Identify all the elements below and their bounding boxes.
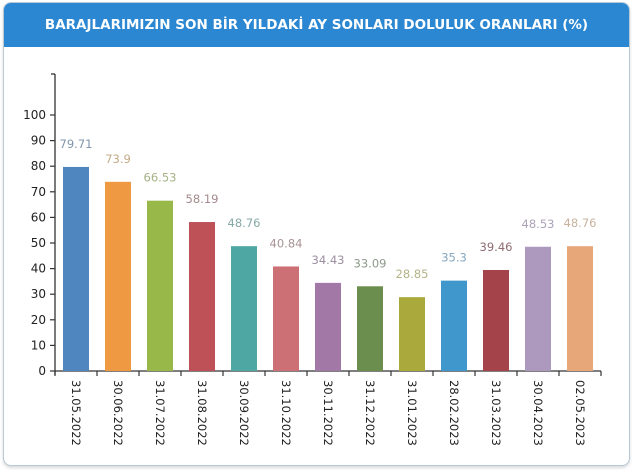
y-tick-label: 100: [23, 108, 46, 122]
bar: [357, 286, 383, 371]
y-tick-label: 10: [31, 338, 46, 352]
x-tick-label: 30.09.2022: [237, 380, 251, 446]
bar: [189, 222, 215, 371]
x-tick-label: 31.03.2023: [489, 380, 503, 446]
y-tick-label: 70: [31, 185, 46, 199]
data-label: 39.46: [480, 240, 513, 254]
bar: [567, 246, 593, 371]
chart-title: BARAJLARIMIZIN SON BİR YILDAKİ AY SONLAR…: [4, 3, 629, 47]
x-tick-label: 31.10.2022: [279, 380, 293, 446]
bar: [441, 280, 467, 371]
data-label: 48.76: [228, 216, 261, 230]
data-label: 33.09: [354, 256, 387, 270]
bar: [231, 246, 257, 371]
x-tick-label: 30.04.2023: [531, 380, 545, 446]
y-tick-label: 40: [31, 262, 46, 276]
y-tick-label: 50: [31, 236, 46, 250]
data-label: 28.85: [396, 267, 429, 281]
x-tick-label: 31.05.2022: [69, 380, 83, 446]
x-tick-label: 31.12.2022: [363, 380, 377, 446]
y-tick-label: 80: [31, 159, 46, 173]
data-label: 73.9: [105, 152, 131, 166]
data-label: 79.71: [60, 137, 93, 151]
bar: [105, 181, 131, 371]
bar: [273, 266, 299, 371]
y-tick-label: 60: [31, 210, 46, 224]
y-tick-label: 30: [31, 287, 46, 301]
data-label: 35.3: [441, 251, 467, 265]
data-label: 66.53: [144, 171, 177, 185]
x-tick-label: 31.01.2023: [405, 380, 419, 446]
y-tick-label: 20: [31, 313, 46, 327]
x-tick-label: 31.07.2022: [153, 380, 167, 446]
bar: [483, 269, 509, 371]
bar: [525, 246, 551, 371]
data-label: 58.19: [186, 192, 219, 206]
x-tick-label: 31.08.2022: [195, 380, 209, 446]
bar: [315, 282, 341, 371]
data-label: 48.53: [522, 217, 555, 231]
data-label: 48.76: [564, 216, 597, 230]
x-tick-label: 30.06.2022: [111, 380, 125, 446]
bar: [63, 166, 89, 371]
bar: [147, 200, 173, 371]
x-tick-label: 28.02.2023: [447, 380, 461, 446]
y-tick-label: 0: [38, 364, 46, 378]
y-tick-label: 90: [31, 134, 46, 148]
data-label: 34.43: [312, 253, 345, 267]
x-tick-label: 30.11.2022: [321, 380, 335, 446]
bar: [399, 297, 425, 371]
x-tick-label: 02.05.2023: [573, 380, 587, 446]
data-label: 40.84: [270, 236, 303, 250]
